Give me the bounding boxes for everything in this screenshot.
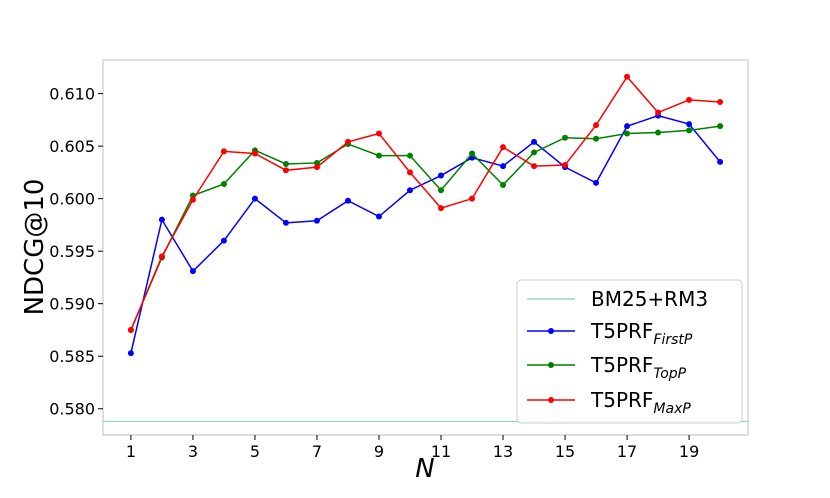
data-point-firstp bbox=[531, 138, 538, 145]
data-point-firstp bbox=[127, 350, 134, 357]
x-axis: 1 3 5 7 9 11 13 15 17 19 bbox=[126, 435, 699, 461]
data-point-topp bbox=[282, 160, 289, 167]
data-point-firstp bbox=[624, 123, 631, 130]
data-point-firstp bbox=[406, 187, 413, 194]
y-axis-title: NDCG@10 bbox=[20, 179, 50, 316]
data-point-topp bbox=[655, 129, 662, 136]
x-tick-label: 17 bbox=[617, 442, 637, 461]
data-point-firstp bbox=[717, 158, 724, 165]
data-point-topp bbox=[686, 127, 693, 134]
data-point-firstp bbox=[344, 197, 351, 204]
data-point-maxp bbox=[189, 196, 196, 203]
x-tick-label: 9 bbox=[374, 442, 384, 461]
legend-label-maxp-subscript: MaxP bbox=[653, 401, 691, 417]
legend-label-maxp-name: T5PRF bbox=[590, 388, 653, 412]
legend: BM25+RM3 T5PRFFirstP T5PRFTopP T5PRFMaxP bbox=[516, 279, 743, 424]
x-tick-label: 19 bbox=[679, 442, 699, 461]
data-point-topp bbox=[562, 134, 569, 141]
data-point-firstp bbox=[251, 195, 258, 202]
data-point-firstp bbox=[375, 213, 382, 220]
plot-frame bbox=[102, 59, 749, 436]
x-tick-label: 13 bbox=[493, 442, 513, 461]
data-point-maxp bbox=[562, 162, 569, 169]
legend-label-topp-subscript: TopP bbox=[653, 366, 686, 382]
data-point-firstp bbox=[686, 121, 693, 128]
data-point-topp bbox=[469, 150, 476, 157]
y-axis: 0.580 0.585 0.590 0.595 0.600 0.605 0.610 bbox=[49, 85, 103, 419]
data-point-topp bbox=[438, 187, 445, 194]
data-point-maxp bbox=[624, 73, 631, 80]
data-point-firstp bbox=[500, 163, 507, 170]
data-point-maxp bbox=[469, 195, 476, 202]
legend-label-firstp-subscript: FirstP bbox=[653, 332, 692, 348]
legend-label-baseline: BM25+RM3 bbox=[591, 287, 708, 311]
data-point-topp bbox=[624, 130, 631, 137]
y-tick-label: 0.580 bbox=[49, 400, 95, 419]
data-point-maxp bbox=[531, 163, 538, 170]
legend-label-maxp: T5PRFMaxP bbox=[590, 388, 691, 417]
data-point-topp bbox=[531, 149, 538, 156]
x-axis-title: N bbox=[415, 454, 434, 484]
data-point-maxp bbox=[220, 148, 227, 155]
legend-label-topp: T5PRFTopP bbox=[590, 353, 687, 382]
data-point-firstp bbox=[438, 172, 445, 179]
legend-marker-firstp bbox=[548, 328, 554, 334]
y-tick-label: 0.600 bbox=[49, 190, 95, 209]
data-point-maxp bbox=[344, 138, 351, 145]
data-point-maxp bbox=[127, 326, 134, 333]
data-point-topp bbox=[500, 182, 507, 188]
series-line-firstp bbox=[130, 114, 721, 354]
x-tick-label: 15 bbox=[555, 442, 575, 461]
data-point-topp bbox=[313, 159, 320, 166]
data-point-maxp bbox=[686, 96, 693, 103]
data-point-topp bbox=[593, 135, 600, 142]
data-point-maxp bbox=[655, 109, 662, 116]
data-point-firstp bbox=[158, 216, 165, 223]
data-point-maxp bbox=[717, 99, 724, 106]
data-point-maxp bbox=[282, 167, 289, 174]
data-point-maxp bbox=[158, 253, 165, 260]
data-point-maxp bbox=[251, 150, 258, 157]
data-point-maxp bbox=[500, 144, 507, 151]
x-tick-label: 5 bbox=[250, 442, 260, 461]
series-line-maxp bbox=[130, 75, 721, 331]
data-point-topp bbox=[406, 152, 413, 159]
y-tick-label: 0.595 bbox=[49, 242, 95, 261]
x-tick-label: 11 bbox=[431, 442, 451, 461]
data-point-topp bbox=[375, 152, 382, 159]
data-point-firstp bbox=[593, 179, 600, 186]
x-tick-label: 3 bbox=[188, 442, 198, 461]
data-point-maxp bbox=[375, 130, 382, 137]
data-point-topp bbox=[717, 123, 724, 130]
y-tick-label: 0.610 bbox=[49, 85, 95, 104]
series-line-topp bbox=[130, 125, 721, 331]
y-tick-label: 0.605 bbox=[49, 137, 95, 156]
data-point-maxp bbox=[313, 164, 320, 171]
data-point-firstp bbox=[313, 217, 320, 224]
legend-marker-topp bbox=[548, 362, 554, 368]
series-layer bbox=[127, 73, 724, 357]
data-point-topp bbox=[220, 180, 227, 187]
x-tick-label: 7 bbox=[312, 442, 322, 461]
legend-label-topp-name: T5PRF bbox=[590, 353, 653, 377]
legend-label-firstp-name: T5PRF bbox=[590, 319, 653, 343]
legend-marker-maxp bbox=[548, 397, 554, 403]
data-point-maxp bbox=[593, 122, 600, 129]
data-point-firstp bbox=[282, 219, 289, 226]
data-point-firstp bbox=[189, 268, 196, 275]
y-tick-label: 0.590 bbox=[49, 295, 95, 314]
data-point-firstp bbox=[220, 237, 227, 244]
y-tick-label: 0.585 bbox=[49, 347, 95, 366]
data-point-maxp bbox=[438, 205, 445, 212]
x-tick-label: 1 bbox=[126, 442, 136, 461]
legend-frame bbox=[516, 279, 743, 424]
legend-label-firstp: T5PRFFirstP bbox=[590, 319, 693, 348]
data-point-maxp bbox=[406, 169, 413, 176]
